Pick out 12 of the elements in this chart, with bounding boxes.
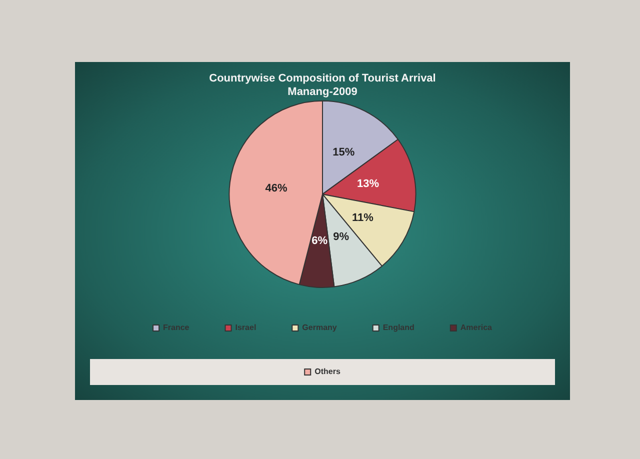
data-label: 15%	[332, 146, 355, 159]
data-label: 9%	[333, 231, 350, 244]
data-label: 13%	[357, 178, 380, 190]
legend-label: Germany	[302, 323, 338, 332]
legend-label: Others	[314, 367, 341, 376]
data-label: 46%	[265, 182, 288, 194]
legend-label: England	[382, 323, 415, 332]
chart-subtitle: Manang-2009	[288, 86, 358, 98]
chart-title: Countrywise Composition of Tourist Arrival	[209, 72, 436, 85]
legend-label: Israel	[235, 323, 256, 332]
data-label: 6%	[312, 234, 328, 247]
data-label: 11%	[352, 212, 374, 224]
